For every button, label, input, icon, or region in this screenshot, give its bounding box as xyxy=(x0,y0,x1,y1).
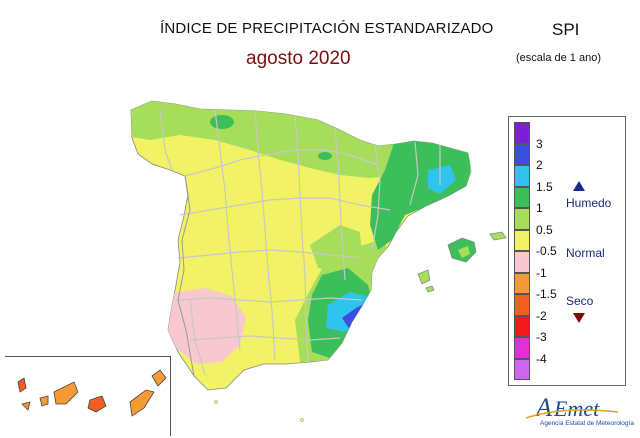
legend-tick-label: 1.5 xyxy=(536,179,553,194)
legend-tick-label: 2 xyxy=(536,158,543,172)
aemet-caption: Agencia Estatal de Meteorología xyxy=(540,420,634,427)
legend-tick-label: -0.5 xyxy=(536,244,557,258)
map-title: ÍNDICE DE PRECIPITACIÓN ESTANDARIZADO xyxy=(160,20,494,37)
legend-tick-label: -1.5 xyxy=(536,287,557,301)
lanzarote-island xyxy=(151,369,167,387)
legend-tick-label: 0.5 xyxy=(536,222,553,237)
province-borders xyxy=(159,109,441,376)
el-hierro-island xyxy=(21,401,31,411)
map-subtitle: agosto 2020 xyxy=(246,48,351,69)
la-gomera-island xyxy=(39,395,49,407)
formentera-island xyxy=(425,285,435,293)
legend-swatch xyxy=(514,358,530,380)
legend-swatch xyxy=(514,229,530,251)
mallorca-inner xyxy=(458,246,470,258)
legend-tick-label: 1 xyxy=(536,201,543,215)
andalusia-pink-zone xyxy=(160,288,246,364)
girona-cyan-zone xyxy=(428,165,456,194)
melilla xyxy=(300,418,304,422)
legend-swatch xyxy=(514,251,530,273)
gran-canaria-island xyxy=(87,395,107,413)
legend-swatch xyxy=(514,143,530,165)
index-scale: (escala de 1 ano) xyxy=(516,52,601,64)
dry-arrow-icon xyxy=(573,313,585,323)
legend-swatch xyxy=(514,165,530,187)
navarra-green-patch xyxy=(318,152,332,160)
svg-text:Emet: Emet xyxy=(553,396,600,421)
fuerteventura-island xyxy=(129,389,155,417)
portugal-border xyxy=(177,175,195,377)
alicante-cyan-zone xyxy=(326,292,372,332)
north-green-patch xyxy=(210,115,234,129)
legend-swatch xyxy=(514,294,530,316)
aemet-logo: A Emet xyxy=(525,393,619,422)
legend-tick-label: 3 xyxy=(536,136,543,151)
legend-tick-label: -3 xyxy=(536,330,547,344)
canary-islands xyxy=(17,369,167,417)
category-dry: Seco xyxy=(566,294,594,308)
legend-swatch xyxy=(514,186,530,208)
legend-tick-label: -1 xyxy=(536,265,547,280)
legend-swatch xyxy=(514,208,530,230)
legend-swatch xyxy=(514,315,530,337)
category-normal: Normal xyxy=(566,246,605,260)
canary-inset-frame xyxy=(5,356,171,436)
ibiza-island xyxy=(417,269,431,285)
index-name: SPI xyxy=(552,20,580,39)
wet-arrow-icon xyxy=(573,181,585,191)
legend-tick-label: -4 xyxy=(536,351,547,366)
la-palma-island xyxy=(17,377,27,393)
legend-swatch xyxy=(514,272,530,294)
legend-swatch xyxy=(514,122,530,144)
category-wet: Humedo xyxy=(566,196,612,210)
svg-text:A: A xyxy=(534,393,552,422)
legend-tick-label: -2 xyxy=(536,308,547,323)
menorca-island xyxy=(489,231,507,241)
tenerife-island xyxy=(53,381,79,405)
legend-swatch xyxy=(514,337,530,359)
ceuta xyxy=(214,400,218,404)
